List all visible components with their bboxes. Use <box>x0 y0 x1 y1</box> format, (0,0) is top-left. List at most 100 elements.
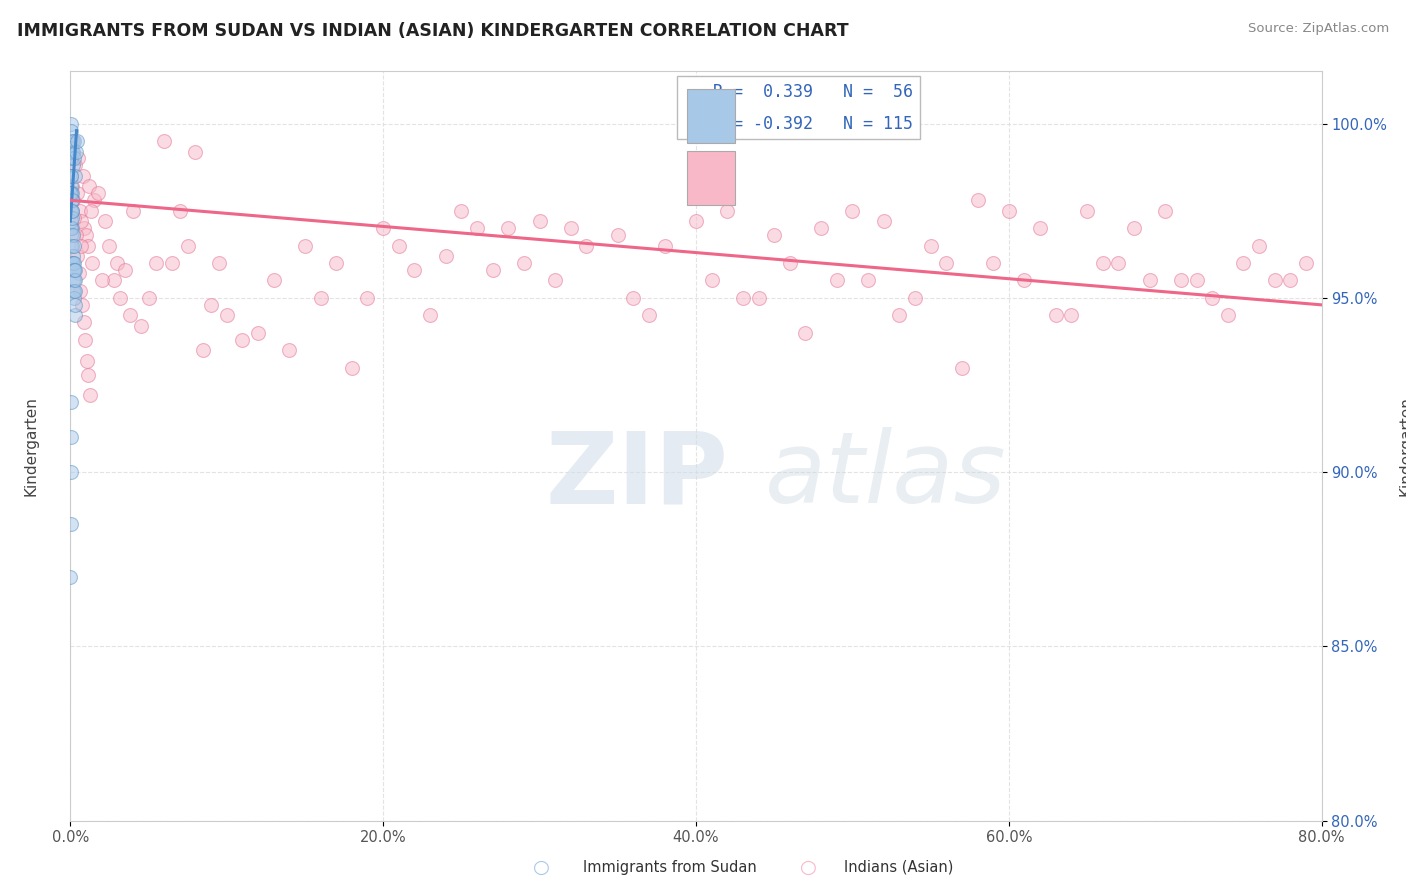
Point <box>59 203 82 218</box>
Point <box>247 326 270 340</box>
Point <box>763 228 786 243</box>
Point <box>1139 273 1161 287</box>
Point <box>779 256 801 270</box>
Point <box>62 256 84 270</box>
Point <box>419 308 441 322</box>
Point <box>889 308 911 322</box>
Point <box>685 214 707 228</box>
Point <box>529 214 551 228</box>
Point <box>62 203 84 218</box>
Point <box>1107 256 1129 270</box>
Point <box>60 221 83 235</box>
Point <box>62 134 84 148</box>
Point <box>110 291 132 305</box>
Point <box>62 145 84 159</box>
Point <box>498 221 520 235</box>
Point <box>63 152 86 166</box>
Point <box>63 284 86 298</box>
Point <box>810 221 832 235</box>
Text: ZIP: ZIP <box>546 427 728 524</box>
FancyBboxPatch shape <box>688 151 735 204</box>
Point <box>60 256 83 270</box>
Point <box>700 273 723 287</box>
Text: Immigrants from Sudan: Immigrants from Sudan <box>583 860 758 874</box>
Point <box>606 228 628 243</box>
Point <box>60 194 83 208</box>
Point <box>1045 308 1067 322</box>
Point <box>208 256 231 270</box>
Point <box>59 152 82 166</box>
Point <box>621 291 644 305</box>
Point <box>121 203 145 218</box>
Point <box>1029 221 1052 235</box>
Point <box>75 228 97 243</box>
Point <box>62 194 84 208</box>
Point <box>450 203 472 218</box>
Point <box>59 570 82 584</box>
Point <box>69 203 91 218</box>
Point <box>60 179 83 194</box>
Text: ○: ○ <box>533 857 550 877</box>
Point <box>231 333 253 347</box>
Point <box>1264 273 1286 287</box>
Point <box>278 343 301 358</box>
Point <box>62 263 84 277</box>
Point <box>138 291 160 305</box>
Point <box>62 134 84 148</box>
Point <box>60 211 83 225</box>
Point <box>1185 273 1208 287</box>
Point <box>1014 273 1036 287</box>
Point <box>716 203 738 218</box>
Point <box>1076 203 1098 218</box>
Text: atlas: atlas <box>765 427 1007 524</box>
Point <box>856 273 879 287</box>
Point <box>309 291 332 305</box>
Point <box>263 273 285 287</box>
Point <box>62 158 84 172</box>
Point <box>176 238 198 252</box>
Point <box>59 517 82 532</box>
Point <box>59 123 82 137</box>
Point <box>544 273 567 287</box>
Point <box>98 238 121 252</box>
Point <box>129 318 152 333</box>
Point <box>62 273 84 287</box>
Point <box>63 308 86 322</box>
Point <box>193 343 215 358</box>
Point <box>1295 256 1317 270</box>
Point <box>103 273 125 287</box>
Point <box>434 249 457 263</box>
Point <box>1091 256 1114 270</box>
Point <box>560 221 582 235</box>
Point <box>1279 273 1302 287</box>
Point <box>90 273 112 287</box>
Point <box>65 228 87 243</box>
Point <box>63 298 86 312</box>
Point <box>356 291 378 305</box>
Point <box>184 145 207 159</box>
Point <box>638 308 661 322</box>
Point <box>60 169 83 183</box>
Point <box>62 263 84 277</box>
Point <box>465 221 488 235</box>
Point <box>65 186 87 201</box>
Point <box>1170 273 1192 287</box>
Point <box>83 194 105 208</box>
Point <box>73 221 96 235</box>
Point <box>1232 256 1254 270</box>
Point <box>920 238 942 252</box>
Text: Kindergarten: Kindergarten <box>24 396 38 496</box>
Point <box>215 308 238 322</box>
Point <box>169 203 191 218</box>
Point <box>63 169 86 183</box>
Point <box>145 256 167 270</box>
Point <box>60 430 83 444</box>
Point <box>114 263 136 277</box>
Point <box>65 134 87 148</box>
Point <box>118 308 141 322</box>
Point <box>294 238 316 252</box>
FancyBboxPatch shape <box>688 88 735 143</box>
Point <box>60 238 83 252</box>
Point <box>825 273 848 287</box>
Point <box>75 333 97 347</box>
